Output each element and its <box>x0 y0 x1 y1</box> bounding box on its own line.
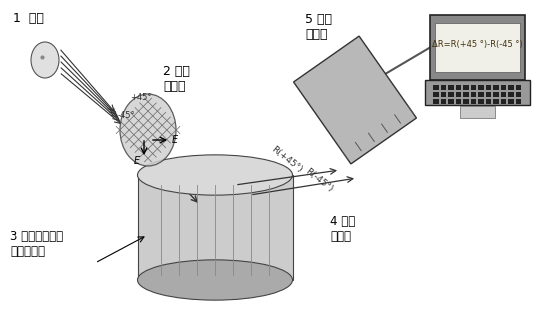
FancyBboxPatch shape <box>440 99 446 104</box>
Text: 5 探测
光谱仪: 5 探测 光谱仪 <box>305 13 332 41</box>
FancyBboxPatch shape <box>470 99 476 104</box>
FancyBboxPatch shape <box>440 92 446 97</box>
FancyBboxPatch shape <box>493 85 498 90</box>
FancyBboxPatch shape <box>493 92 498 97</box>
FancyBboxPatch shape <box>440 85 446 90</box>
FancyBboxPatch shape <box>478 99 484 104</box>
FancyBboxPatch shape <box>470 92 476 97</box>
Text: E: E <box>134 156 140 166</box>
FancyBboxPatch shape <box>485 85 491 90</box>
FancyBboxPatch shape <box>456 99 461 104</box>
FancyBboxPatch shape <box>456 85 461 90</box>
FancyBboxPatch shape <box>463 99 468 104</box>
FancyBboxPatch shape <box>448 99 453 104</box>
FancyBboxPatch shape <box>460 106 495 118</box>
Ellipse shape <box>120 94 176 166</box>
FancyBboxPatch shape <box>433 85 439 90</box>
FancyBboxPatch shape <box>493 99 498 104</box>
FancyBboxPatch shape <box>470 85 476 90</box>
Text: E: E <box>172 135 178 145</box>
FancyBboxPatch shape <box>463 92 468 97</box>
Text: -45°: -45° <box>118 111 136 120</box>
FancyBboxPatch shape <box>478 85 484 90</box>
FancyBboxPatch shape <box>501 92 506 97</box>
FancyBboxPatch shape <box>508 85 513 90</box>
FancyBboxPatch shape <box>478 92 484 97</box>
Text: 3 一维周期金属
槽传感器件: 3 一维周期金属 槽传感器件 <box>10 230 63 258</box>
FancyBboxPatch shape <box>463 85 468 90</box>
FancyBboxPatch shape <box>516 85 521 90</box>
Text: 4 样品
流动池: 4 样品 流动池 <box>330 215 355 243</box>
FancyBboxPatch shape <box>448 92 453 97</box>
FancyBboxPatch shape <box>433 92 439 97</box>
Text: 1  光源: 1 光源 <box>13 12 44 25</box>
FancyBboxPatch shape <box>433 99 439 104</box>
Ellipse shape <box>137 155 293 195</box>
Polygon shape <box>294 36 417 164</box>
FancyBboxPatch shape <box>501 85 506 90</box>
FancyBboxPatch shape <box>516 99 521 104</box>
FancyBboxPatch shape <box>137 175 293 280</box>
Text: R(-45°): R(-45°) <box>304 167 334 193</box>
FancyBboxPatch shape <box>485 92 491 97</box>
Ellipse shape <box>137 260 293 300</box>
Text: 2 可调
起偏器: 2 可调 起偏器 <box>163 65 190 93</box>
FancyBboxPatch shape <box>501 99 506 104</box>
FancyBboxPatch shape <box>485 99 491 104</box>
FancyBboxPatch shape <box>456 92 461 97</box>
FancyBboxPatch shape <box>448 85 453 90</box>
FancyBboxPatch shape <box>516 92 521 97</box>
FancyBboxPatch shape <box>425 80 530 105</box>
FancyBboxPatch shape <box>430 15 525 80</box>
Text: R(+45°): R(+45°) <box>270 145 304 175</box>
Text: ΔR=R(+45 °)-R(-45 °): ΔR=R(+45 °)-R(-45 °) <box>432 40 523 49</box>
Text: +45°: +45° <box>130 93 152 102</box>
FancyBboxPatch shape <box>508 99 513 104</box>
FancyBboxPatch shape <box>508 92 513 97</box>
FancyBboxPatch shape <box>435 23 520 72</box>
Ellipse shape <box>31 42 59 78</box>
